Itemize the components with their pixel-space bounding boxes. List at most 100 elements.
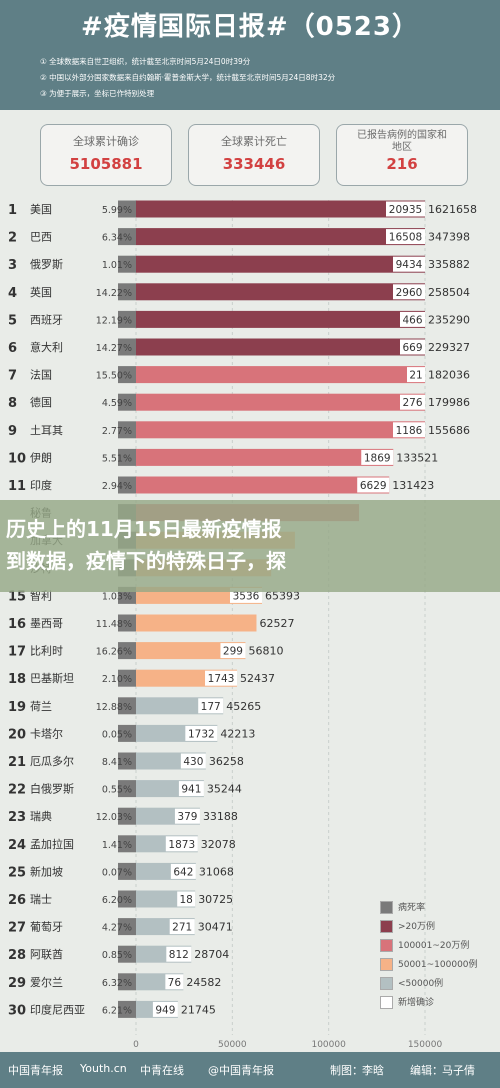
article-overlay-banner: [0, 500, 500, 592]
death-rate-label: 0.05%: [102, 729, 132, 740]
death-rate-segment: [118, 890, 136, 908]
legend-label: >20万例: [398, 922, 435, 932]
country-label: 法国: [30, 368, 52, 382]
total-label: 52437: [240, 672, 275, 685]
author-label: 制图：: [330, 1064, 363, 1077]
total-label: 258504: [428, 286, 470, 299]
new-cases-label: 276: [402, 397, 422, 409]
death-rate-label: 1.03%: [102, 591, 132, 602]
death-rate-label: 12.88%: [96, 702, 132, 713]
legend-label: 100001~20万例: [398, 941, 470, 951]
total-label: 56810: [248, 645, 283, 658]
global-deaths-box: 全球累计死亡 333446: [188, 124, 320, 186]
rank-label: 10: [8, 451, 26, 466]
new-cases-box: [185, 725, 218, 741]
country-label: 爱尔兰: [30, 976, 63, 989]
country-label: 葡萄牙: [30, 921, 63, 934]
total-label: 32078: [201, 838, 236, 851]
new-cases-label: 466: [402, 314, 422, 326]
death-rate-segment: [118, 697, 136, 715]
rank-label: 22: [8, 783, 26, 798]
country-label: 英国: [30, 285, 52, 299]
new-cases-label: 16508: [389, 232, 422, 244]
death-rate-label: 2.77%: [102, 426, 132, 437]
death-rate-label: 4.59%: [102, 398, 132, 409]
total-label: 155686: [428, 424, 470, 437]
x-tick-label: 0: [133, 1040, 139, 1050]
death-rate-segment: [118, 724, 136, 742]
legend-swatch: [380, 920, 393, 933]
regions-box: 已报告病例的国家和地区 216: [336, 124, 468, 186]
new-cases-label: 430: [183, 756, 203, 768]
legend-item: 100001~20万例: [380, 936, 490, 955]
death-rate-segment: [118, 669, 136, 687]
total-label: 42213: [220, 727, 255, 740]
rank-label: 17: [8, 645, 26, 660]
new-cases-label: 76: [168, 977, 182, 989]
new-cases-label: 1873: [168, 839, 195, 851]
overlay-line-2: 到数据，疫情下的特殊日子，探: [6, 549, 286, 573]
total-label: 1621658: [428, 203, 477, 216]
global-confirmed-box: 全球累计确诊 5105881: [40, 124, 172, 186]
regions-value: 216: [386, 155, 418, 173]
bar: [136, 283, 425, 301]
country-label: 卡塔尔: [30, 727, 63, 740]
legend-item: >20万例: [380, 917, 490, 936]
country-label: 瑞典: [30, 809, 52, 823]
new-cases-box: [357, 477, 390, 493]
new-cases-box: [393, 256, 425, 272]
country-label: 意大利: [30, 340, 63, 354]
death-rate-segment: [118, 310, 136, 328]
legend-item: <50000例: [380, 974, 490, 993]
total-label: 229327: [428, 341, 470, 354]
new-cases-label: 1732: [188, 728, 215, 740]
country-label: 比利时: [30, 645, 63, 658]
death-rate-segment: [118, 200, 136, 218]
death-rate-label: 6.21%: [102, 1005, 132, 1016]
death-rate-segment: [118, 642, 136, 660]
total-label: 45265: [226, 700, 261, 713]
new-cases-box: [400, 311, 425, 327]
bar: [136, 338, 425, 356]
new-cases-box: [205, 670, 238, 686]
country-label: 孟加拉国: [30, 837, 74, 851]
death-rate-label: 11.48%: [96, 619, 132, 630]
death-rate-label: 0.07%: [102, 867, 132, 878]
new-cases-box: [400, 394, 425, 410]
total-label: 182036: [428, 369, 470, 382]
death-rate-label: 5.99%: [102, 205, 132, 216]
new-cases-label: 21: [409, 370, 422, 382]
death-rate-segment: [118, 283, 136, 301]
death-rate-label: 2.94%: [102, 481, 132, 492]
total-label: 235290: [428, 313, 470, 326]
death-rate-segment: [118, 614, 136, 632]
total-label: 65393: [265, 589, 300, 602]
total-label: 30725: [198, 893, 233, 906]
x-tick-label: 100000: [311, 1040, 346, 1050]
global-deaths-value: 333446: [222, 155, 286, 173]
footer-logo-1: 中国青年报: [8, 1064, 63, 1077]
death-rate-label: 0.85%: [102, 950, 132, 961]
footer-banner: 中国青年报 Youth.cn 中青在线 @中国青年报 制图： 李晗 编辑： 马子…: [0, 1052, 500, 1088]
rank-label: 24: [8, 838, 26, 853]
new-cases-label: 812: [169, 949, 189, 961]
death-rate-label: 12.19%: [96, 315, 132, 326]
legend-swatch: [380, 958, 393, 971]
country-label: 印度尼西亚: [30, 1002, 85, 1016]
legend-label: <50000例: [398, 979, 444, 989]
rank-label: 1: [8, 203, 17, 218]
chart-legend: 病死率 >20万例 100001~20万例 50001~100000例 <50000例新…: [380, 898, 490, 1012]
rank-label: 11: [8, 479, 26, 494]
country-label: 荷兰: [30, 700, 52, 713]
death-rate-segment: [118, 255, 136, 273]
death-rate-segment: [118, 476, 136, 494]
death-rate-label: 6.34%: [102, 233, 132, 244]
total-label: 21745: [181, 1003, 216, 1016]
legend-swatch: [380, 939, 393, 952]
bar: [136, 476, 390, 494]
legend-swatch: [380, 996, 393, 1009]
country-label: 厄瓜多尔: [30, 754, 74, 768]
overlay-line-1: 历史上的11月15日最新疫情报: [6, 517, 282, 541]
